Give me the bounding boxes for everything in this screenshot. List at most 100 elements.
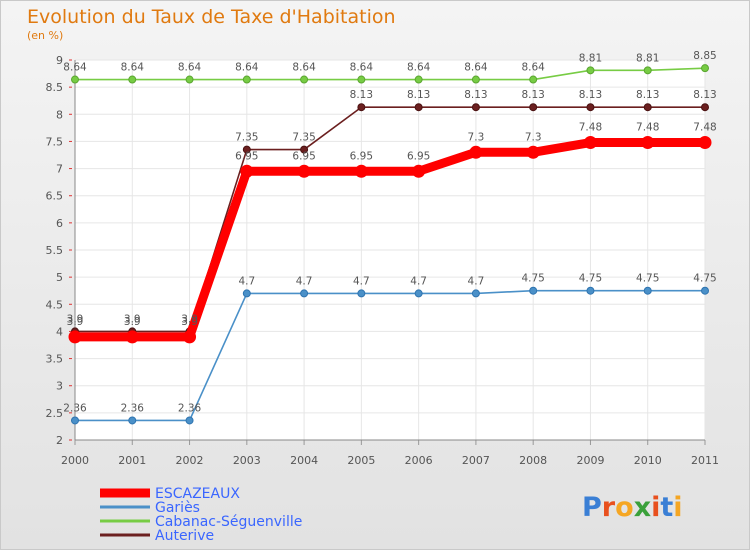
series-line-escazeaux — [75, 138, 705, 342]
data-label: 8.64 — [292, 62, 316, 74]
data-label: 7.48 — [579, 122, 602, 134]
legend-label: Gariès — [155, 500, 200, 516]
data-label: 8.81 — [579, 52, 602, 64]
data-point — [185, 416, 194, 425]
data-point — [414, 75, 423, 84]
data-point — [583, 136, 597, 150]
data-label: 3.9 — [124, 313, 141, 325]
data-point — [471, 103, 480, 112]
x-tick-label: 2010 — [634, 454, 662, 467]
data-label: 4.7 — [468, 275, 485, 287]
data-point — [300, 289, 309, 298]
x-tick-label: 2008 — [519, 454, 547, 467]
data-label: 8.13 — [407, 89, 430, 101]
data-point — [300, 75, 309, 84]
data-label: 4.75 — [693, 273, 716, 285]
data-label: 6.95 — [407, 150, 430, 162]
data-label: 3.9 — [181, 313, 198, 325]
data-point — [242, 75, 251, 84]
x-tick-label: 2006 — [405, 454, 433, 467]
data-label: 8.13 — [636, 89, 659, 101]
proxiti-logo: Proxiti — [582, 492, 683, 523]
x-tick-label: 2003 — [233, 454, 261, 467]
data-label: 7.35 — [235, 132, 258, 144]
y-tick-label: 6 — [56, 217, 63, 230]
gridlines — [74, 59, 706, 441]
data-label: 8.64 — [178, 62, 202, 74]
data-label: 4.75 — [579, 273, 602, 285]
legend: ESCAZEAUXGarièsCabanac-SéguenvilleAuteri… — [100, 486, 302, 544]
logo-letter: P — [582, 492, 602, 523]
y-tick-label: 4.5 — [46, 298, 64, 311]
data-label: 2.36 — [63, 402, 87, 414]
x-tick-label: 2011 — [691, 454, 719, 467]
data-point — [529, 286, 538, 295]
data-point — [526, 145, 540, 159]
data-label: 3.9 — [124, 316, 141, 328]
data-label: 8.13 — [350, 89, 373, 101]
logo-letter: i — [673, 492, 682, 523]
data-label: 3.9 — [67, 316, 84, 328]
data-label: 8.64 — [350, 62, 374, 74]
data-point — [643, 286, 652, 295]
data-point — [357, 75, 366, 84]
logo-letter: i — [651, 492, 660, 523]
series-line-cabanac-s-guenville — [75, 67, 706, 81]
data-label: 8.64 — [407, 62, 431, 74]
data-label: 4.7 — [296, 275, 313, 287]
data-label: 4.7 — [353, 275, 370, 287]
data-label: 7.35 — [292, 132, 315, 144]
legend-label: Cabanac-Séguenville — [155, 514, 302, 530]
chart-title: Evolution du Taux de Taxe d'Habitation — [27, 6, 396, 28]
logo-letter: x — [634, 492, 651, 523]
y-tick-label: 2 — [56, 434, 63, 447]
data-point — [529, 75, 538, 84]
data-label: 8.64 — [235, 62, 259, 74]
data-point — [125, 330, 139, 344]
data-point — [185, 75, 194, 84]
y-tick-label: 5 — [56, 271, 63, 284]
data-label: 2.36 — [121, 402, 145, 414]
x-tick-label: 2005 — [347, 454, 375, 467]
axes: 2 2.5 3 3.5 4 4.5 5 5.5 6 6.5 7 7.5 8 8.5 9 2000 2001 200… — [46, 54, 720, 467]
data-point — [357, 103, 366, 112]
data-point — [641, 136, 655, 150]
data-label: 8.85 — [693, 50, 716, 62]
data-point — [469, 145, 483, 159]
data-label: 6.95 — [350, 150, 373, 162]
y-tick-label: 3 — [56, 380, 63, 393]
data-point — [242, 289, 251, 298]
legend-label: Auterive — [155, 528, 214, 544]
y-tick-label: 4 — [56, 325, 63, 338]
data-label: 8.13 — [693, 89, 716, 101]
legend-label: ESCAZEAUX — [155, 486, 240, 502]
data-point — [414, 289, 423, 298]
data-point — [698, 136, 712, 150]
data-label: 8.64 — [121, 62, 145, 74]
data-label: 8.81 — [636, 52, 659, 64]
data-label: 7.3 — [525, 131, 542, 143]
data-label: 4.7 — [238, 275, 255, 287]
x-tick-label: 2002 — [176, 454, 204, 467]
data-label: 8.13 — [579, 89, 602, 101]
chart-unit-label: (en %) — [27, 29, 64, 42]
logo-letter: o — [615, 492, 634, 523]
data-point — [357, 289, 366, 298]
x-tick-label: 2000 — [61, 454, 89, 467]
data-point — [183, 330, 197, 344]
y-tick-label: 8 — [56, 108, 63, 121]
data-point — [586, 66, 595, 75]
y-tick-label: 7.5 — [46, 135, 64, 148]
data-point — [240, 164, 254, 178]
data-label: 3.9 — [67, 313, 84, 325]
data-point — [128, 75, 137, 84]
data-point — [643, 66, 652, 75]
data-label: 7.48 — [693, 122, 716, 134]
data-point — [471, 289, 480, 298]
x-tick-label: 2001 — [118, 454, 146, 467]
series-lines — [68, 64, 712, 425]
data-point — [412, 164, 426, 178]
data-point — [297, 164, 311, 178]
y-tick-label: 5.5 — [46, 244, 64, 257]
data-label: 8.64 — [464, 62, 488, 74]
